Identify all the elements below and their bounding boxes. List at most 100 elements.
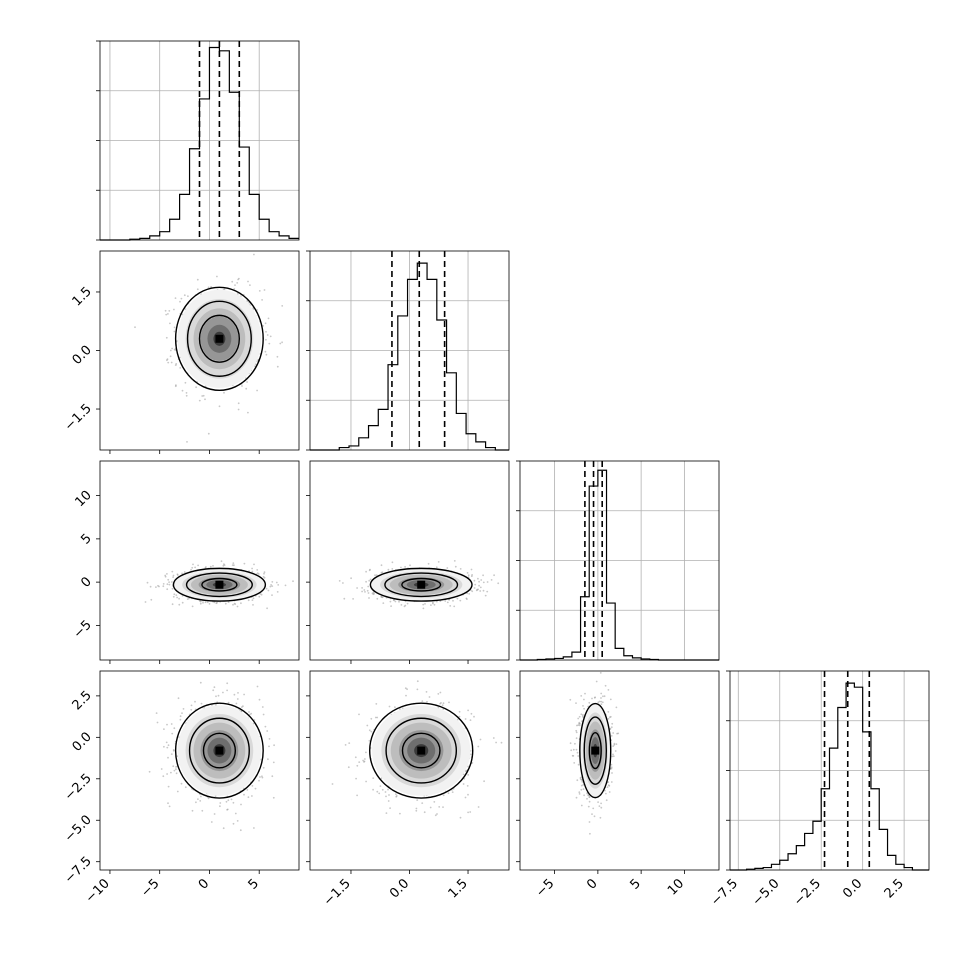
scatter-1-0-point (231, 281, 233, 283)
scatter-3-1-point (358, 761, 360, 763)
scatter-3-1-point (463, 783, 465, 785)
scatter-2-1-point (368, 597, 370, 599)
scatter-3-1-point (477, 746, 479, 748)
scatter-2-0-point (190, 569, 192, 571)
scatter-3-1-point (366, 725, 368, 727)
scatter-3-1-point (483, 780, 485, 782)
scatter-3-0-point (211, 821, 213, 823)
scatter-2-1-point (453, 606, 455, 608)
scatter-2-1-point (444, 600, 446, 602)
scatter-2-1-point (460, 568, 462, 570)
scatter-3-2-point (578, 791, 580, 793)
scatter-1-0-point (168, 310, 170, 312)
scatter-1-0-point (238, 278, 240, 280)
scatter-3-0-point (262, 706, 264, 708)
scatter-3-2-point (600, 701, 602, 703)
scatter-1-0-point (175, 385, 177, 387)
scatter-3-1-point (437, 693, 439, 695)
scatter-2-0-point (248, 599, 250, 601)
scatter-3-0-point (227, 809, 229, 811)
scatter-2-0-point (172, 603, 174, 605)
scatter-3-1-point (355, 778, 357, 780)
scatter-3-0-point (174, 770, 176, 772)
scatter-3-1-point (399, 813, 401, 815)
scatter-3-0-point (250, 713, 252, 715)
scatter-1-0-point (256, 390, 258, 392)
scatter-3-1-point (348, 766, 350, 768)
scatter-1-0-point (166, 337, 168, 339)
scatter-3-1-point (406, 688, 408, 690)
scatter-2-1-point (491, 579, 493, 581)
scatter-3-2-point (609, 791, 611, 793)
scatter-2-0-point (171, 581, 173, 583)
scatter-3-0-point (208, 798, 210, 800)
scatter-2-1-point (365, 571, 367, 573)
scatter-2-1-point (438, 561, 440, 563)
scatter-2-0-point (223, 563, 225, 565)
scatter-3-0-point (171, 733, 173, 735)
scatter-3-0-point (226, 801, 228, 803)
scatter-2-0-point (234, 603, 236, 605)
scatter-3-1-point (493, 737, 495, 739)
scatter-3-1-point (424, 811, 426, 813)
scatter-1-0-point (186, 395, 188, 397)
scatter-2-1-point (409, 564, 411, 566)
hist-2-steps (520, 470, 719, 660)
scatter-3-0-point (214, 813, 216, 815)
scatter-2-0-point (200, 603, 202, 605)
scatter-2-1-point (423, 608, 425, 610)
scatter-3-1-point (443, 702, 445, 704)
scatter-3-0-point (268, 746, 270, 748)
scatter-3-0-point (241, 706, 243, 708)
scatter-2-0-point (221, 560, 223, 562)
scatter-3-0-point (191, 705, 193, 707)
scatter-2-1-point (483, 590, 485, 592)
scatter-2-1-point (363, 589, 365, 591)
scatter-3-2-point (576, 797, 578, 799)
scatter-3-2-point (579, 793, 581, 795)
scatter-3-1-point (375, 703, 377, 705)
scatter-2-1-point (452, 600, 454, 602)
scatter-3-1-point (459, 716, 461, 718)
scatter-2-1-point (404, 566, 406, 568)
scatter-2-0-point (145, 601, 147, 603)
scatter-3-0-point (162, 775, 164, 777)
scatter-3-1-point (465, 797, 467, 799)
scatter-2-0-point (175, 594, 177, 596)
peak-3-1 (417, 747, 425, 755)
scatter-2-0-point (191, 567, 193, 569)
scatter-2-1-point (482, 574, 484, 576)
scatter-3-2-point (611, 735, 613, 737)
scatter-3-1-point (369, 729, 371, 731)
scatter-2-0-point (172, 576, 174, 578)
scatter-3-2-point (611, 726, 613, 728)
scatter-3-0-point (178, 697, 180, 699)
scatter-2-1-point (370, 579, 372, 581)
scatter-3-0-point (183, 708, 185, 710)
scatter-1-0-point (181, 298, 183, 300)
scatter-3-0-point (226, 690, 228, 692)
scatter-3-0-point (200, 682, 202, 684)
scatter-3-1-point (376, 791, 378, 793)
scatter-3-0-point (273, 797, 275, 799)
scatter-3-0-point (269, 738, 271, 740)
scatter-2-1-point (395, 601, 397, 603)
scatter-2-0-point (205, 601, 207, 603)
scatter-1-0-point (182, 390, 184, 392)
scatter-2-1-point (477, 578, 479, 580)
scatter-3-0-point (166, 747, 168, 749)
scatter-2-1-point (478, 581, 480, 583)
scatter-3-1-point (405, 695, 407, 697)
scatter-3-0-point (172, 765, 174, 767)
scatter-1-0-point (195, 386, 197, 388)
scatter-3-0-point (218, 695, 220, 697)
scatter-2-0-point (172, 588, 174, 590)
scatter-2-0-point (253, 597, 255, 599)
scatter-1-0-point (241, 385, 243, 387)
scatter-2-1-point (369, 569, 371, 571)
scatter-3-1-point (355, 756, 357, 758)
scatter-3-0-point (243, 794, 245, 796)
scatter-2-1-point (388, 569, 390, 571)
scatter-1-0-point (186, 441, 188, 443)
